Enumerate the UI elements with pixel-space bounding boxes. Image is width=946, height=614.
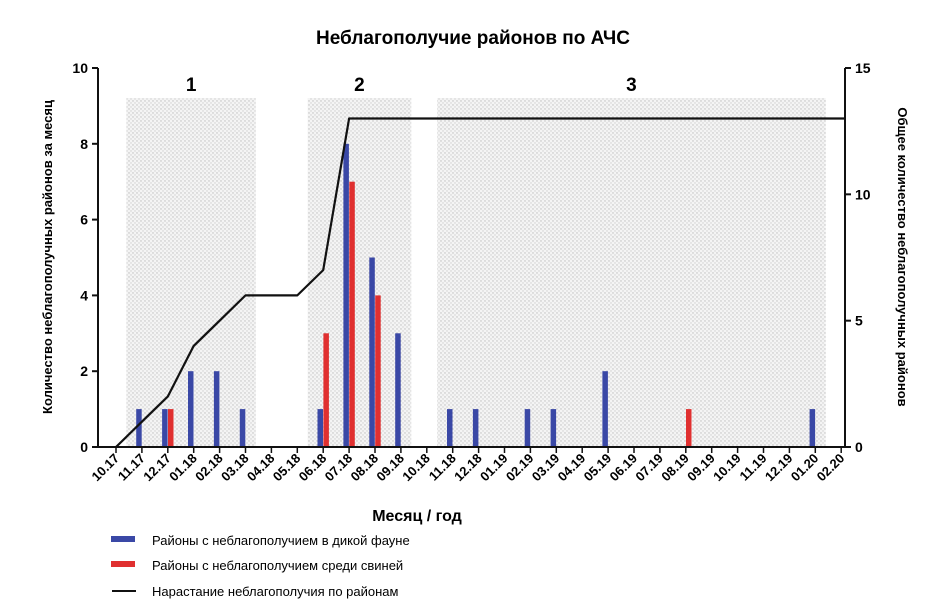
x-tick-label: 10.17 [89,451,123,485]
bars [136,143,816,448]
x-tick-label: 10.18 [399,451,433,485]
bar-wild-05.19 [602,371,608,447]
x-tick-label: 02.19 [503,451,537,485]
cumulative-line-layer [115,117,845,448]
legend-label: Районы с неблагополучием среди свиней [152,558,403,573]
axes: 0 2 4 6 8 10 0 5 10 15 [72,60,870,455]
chart-title: Неблагополучие районов по АЧС [316,28,630,49]
bar-wild-11.17 [136,409,142,447]
x-tick-label: 06.18 [296,451,330,485]
bar-pigs-08.19 [686,409,692,447]
x-tick-label: 12.19 [762,451,796,485]
bar-wild-12.18 [472,409,479,447]
x-tick-label: 12.18 [451,451,485,485]
x-tick-label: 03.18 [218,451,252,485]
x-tick-label: 11.18 [426,451,459,484]
x-tick-label: 05.19 [581,451,615,485]
x-tick-label: 08.19 [658,451,692,485]
x-tick-label: 01.19 [477,451,511,485]
legend-swatch [111,536,135,542]
y-tick-label: 4 [80,287,88,303]
period-shading: 1 2 3 [126,75,826,447]
x-axis-label: Месяц / год [372,508,462,525]
bar-pigs-08.18 [375,295,381,447]
x-tick-label: 09.18 [373,451,407,485]
x-tick-label: 09.19 [684,451,718,485]
y-tick-label: 0 [80,439,88,455]
y2-axis-label: Общее количество неблагополучных районов [895,107,910,406]
y-tick-label: 6 [80,212,88,228]
bar-wild-06.18 [317,409,323,447]
cumulative-line [115,117,845,448]
y-tick-label: 2 [80,363,88,379]
x-tick-label: 07.18 [322,451,356,485]
period-label-1: 1 [186,75,197,96]
y2-tick-label: 0 [855,439,863,455]
x-tick-label: 07.19 [632,451,666,485]
bar-wild-03.18 [239,409,246,447]
x-tick-label: 02.20 [814,451,848,485]
x-tick-label: 11.19 [737,451,770,484]
y-axis-label: Количество неблагополучных районов за ме… [40,100,55,414]
x-tick-label: 01.20 [788,451,822,485]
y-tick-label: 10 [72,60,88,76]
x-tick-label: 08.18 [348,451,382,485]
legend-label: Районы с неблагополучием в дикой фауне [152,533,410,548]
legend-swatch [111,561,135,567]
x-tick-label: 01.18 [166,451,200,485]
y2-tick-label: 10 [855,186,871,202]
x-tick-labels: 10.1711.1712.1701.1802.1803.1804.1805.18… [89,447,848,485]
bar-wild-02.19 [524,409,531,447]
bar-wild-01.18 [188,371,194,447]
x-tick-label: 10.19 [710,451,744,485]
y-tick-label: 8 [80,136,88,152]
x-tick-label: 05.18 [270,451,304,485]
y2-tick-label: 15 [855,60,871,76]
period-label-3: 3 [626,75,637,96]
bar-wild-08.18 [369,257,375,447]
legend-label: Нарастание неблагополучия по районам [152,584,399,599]
bar-pigs-12.17 [168,409,174,447]
legend: Районы с неблагополучием в дикой фауне Ра… [111,533,410,599]
x-tick-label: 06.19 [607,451,641,485]
x-tick-label: 02.18 [192,451,226,485]
bar-wild-01.20 [809,409,816,447]
x-tick-label: 11.17 [115,451,148,484]
bar-wild-11.18 [447,409,453,447]
x-tick-label: 03.19 [529,451,563,485]
bar-wild-07.18 [343,143,349,448]
bar-wild-12.17 [162,409,168,447]
period-label-2: 2 [354,75,365,96]
x-tick-label: 12.17 [140,451,174,485]
y2-tick-label: 5 [855,313,863,329]
x-tick-label: 04.19 [555,451,589,485]
bar-pigs-07.18 [349,181,355,447]
bar-pigs-06.18 [323,333,329,447]
bar-wild-03.19 [550,409,557,447]
bar-wild-02.18 [213,371,220,447]
bar-wild-09.18 [395,333,401,447]
period-region-3 [437,98,826,447]
x-tick-label: 04.18 [244,451,278,485]
